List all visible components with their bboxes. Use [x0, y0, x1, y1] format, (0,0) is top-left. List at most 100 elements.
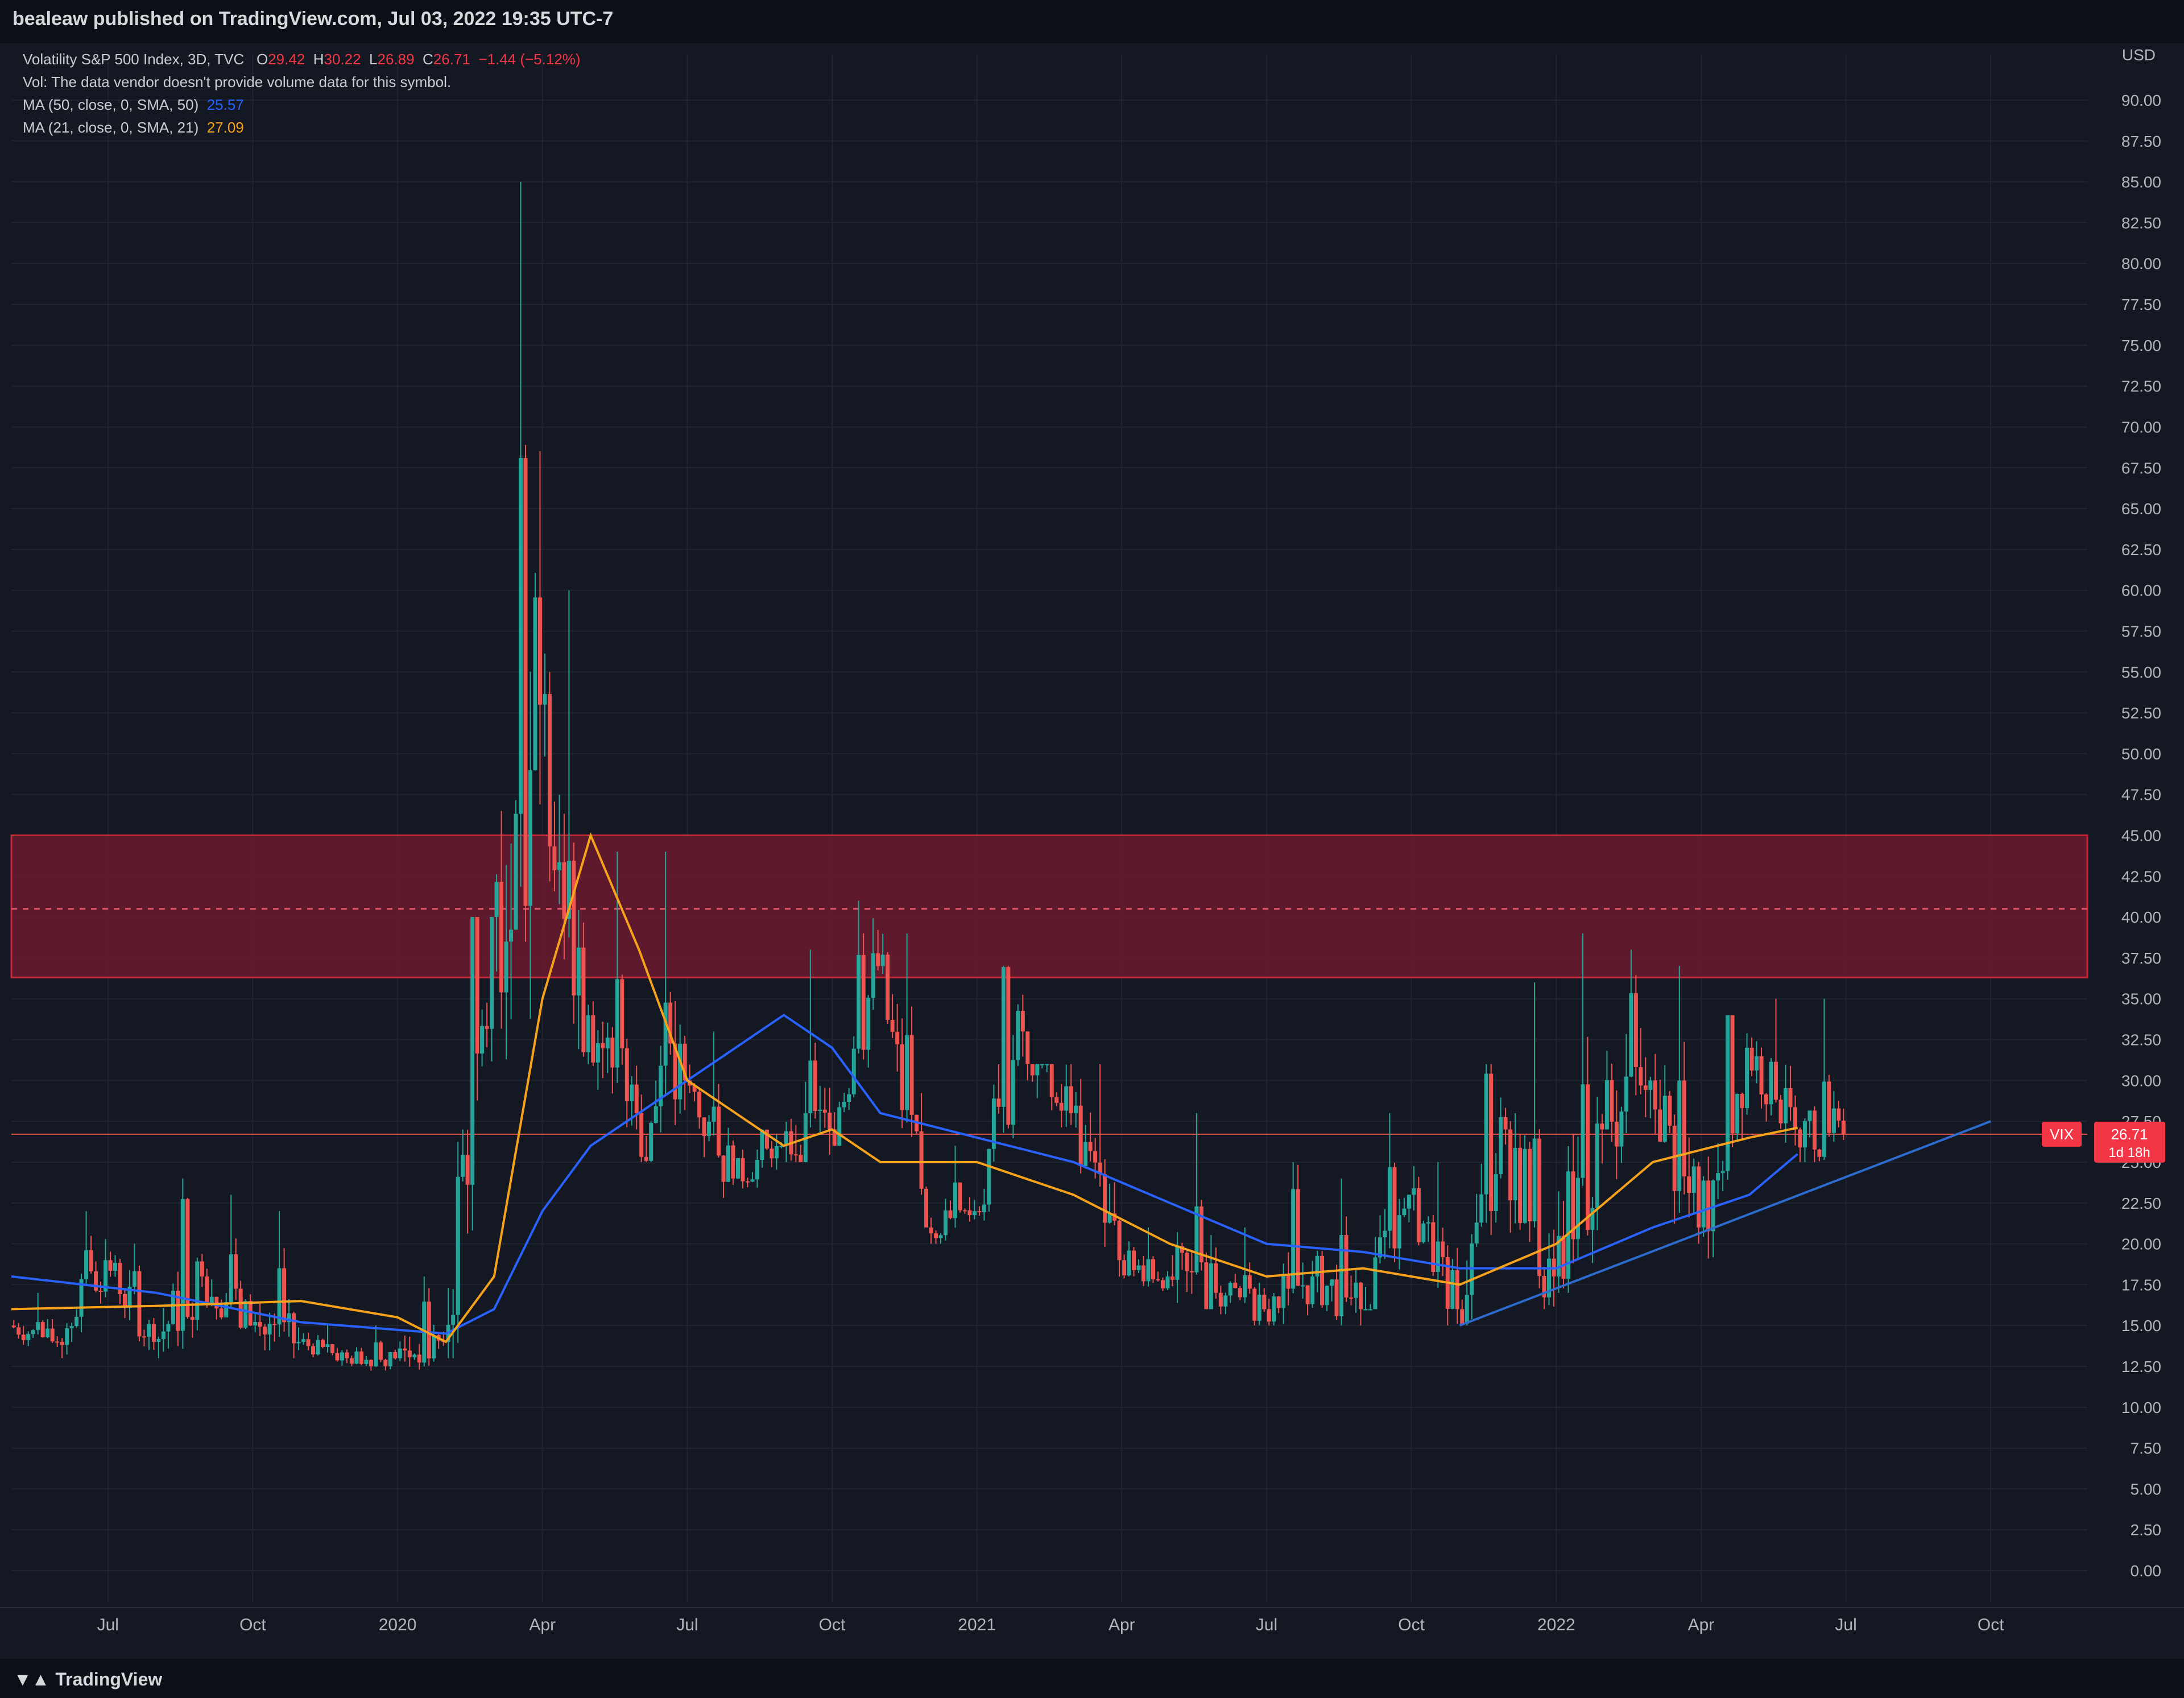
candle-body	[972, 1211, 977, 1216]
candle-body	[1503, 1117, 1508, 1130]
candle-body	[1136, 1265, 1141, 1271]
candle-body	[847, 1094, 851, 1102]
candle-body	[1759, 1056, 1764, 1094]
candle-body	[1537, 1138, 1542, 1276]
candle-body	[287, 1313, 291, 1323]
price-tick-label: 32.50	[2121, 1031, 2161, 1049]
candle-body	[581, 947, 586, 1052]
candle-body	[1836, 1108, 1841, 1121]
candle-body	[1064, 1086, 1069, 1111]
price-tick-label: 45.00	[2121, 827, 2161, 845]
candle-body	[828, 1113, 832, 1130]
candle-body	[1088, 1142, 1093, 1151]
candle-body	[1030, 1064, 1035, 1076]
time-tick-label: Oct	[819, 1616, 846, 1634]
candle-body	[880, 955, 885, 966]
candle-body	[412, 1354, 417, 1358]
chart-legend: Volatility S&P 500 Index, 3D, TVC O29.42…	[23, 48, 581, 139]
candle-body	[79, 1279, 84, 1317]
candle-body	[485, 1026, 489, 1029]
tradingview-logo[interactable]: ▼▲ TradingView	[14, 1669, 162, 1690]
candle-body	[1199, 1206, 1203, 1263]
candle-body	[21, 1335, 26, 1340]
price-tick-label: 17.50	[2121, 1276, 2161, 1294]
candle-body	[224, 1302, 229, 1317]
candle-body	[1257, 1295, 1261, 1321]
candle-body	[905, 1035, 909, 1110]
candle-body	[200, 1261, 204, 1276]
candle-body	[403, 1348, 407, 1351]
candle-body	[1600, 1123, 1604, 1130]
candlestick-chart[interactable]: 90.00 87.50 85.00 82.50 80.00 77.50 75.00 72.50…	[0, 43, 2184, 1659]
candle-body	[104, 1260, 108, 1292]
candle-body	[306, 1339, 311, 1346]
candle-body	[1730, 1015, 1735, 1134]
candle-body	[36, 1322, 40, 1331]
price-tick-label: 62.50	[2121, 541, 2161, 559]
footer-bar: ▼▲ TradingView	[0, 1659, 2184, 1698]
candle-body	[1059, 1102, 1064, 1111]
candle-body	[1416, 1188, 1421, 1242]
candle-body	[142, 1336, 146, 1338]
candle-body	[1185, 1253, 1189, 1271]
candle-body	[697, 1092, 702, 1118]
candle-body	[417, 1354, 421, 1363]
time-tick-label: Oct	[1398, 1616, 1425, 1634]
candle-body	[1822, 1081, 1826, 1157]
candle-body	[837, 1107, 842, 1146]
candle-body	[1151, 1259, 1155, 1279]
candle-body	[1585, 1084, 1590, 1230]
candle-body	[886, 955, 890, 1020]
candle-body	[1508, 1129, 1513, 1200]
candle-body	[576, 947, 581, 995]
candle-body	[1170, 1276, 1174, 1280]
candle-body	[1054, 1097, 1059, 1103]
candle-body	[465, 1155, 470, 1185]
candle-body	[1189, 1271, 1194, 1273]
candle-body	[721, 1155, 726, 1182]
price-tick-label: 50.00	[2121, 745, 2161, 763]
candle-body	[1392, 1167, 1397, 1249]
candle-body	[1272, 1296, 1276, 1322]
candle-body	[644, 1156, 648, 1161]
candle-body	[1407, 1195, 1411, 1209]
candle-body	[388, 1352, 392, 1366]
candle-body	[31, 1330, 35, 1335]
time-tick-label: Jul	[1256, 1616, 1277, 1634]
price-tick-label: 57.50	[2121, 622, 2161, 640]
time-tick-label: 2021	[958, 1616, 996, 1634]
currency-label: USD	[2122, 46, 2156, 64]
candle-body	[480, 1026, 485, 1054]
chart-grid	[11, 55, 2087, 1602]
candle-body	[1455, 1270, 1459, 1309]
candle-body	[678, 1043, 682, 1100]
candle-body	[1595, 1123, 1599, 1208]
candle-body	[1209, 1263, 1213, 1309]
candle-body	[1402, 1208, 1407, 1216]
legend-ma21-row[interactable]: MA (21, close, 0, SMA, 21) 27.09	[23, 116, 581, 139]
candle-body	[822, 1109, 827, 1113]
candle-body	[634, 1084, 639, 1113]
legend-symbol-row[interactable]: Volatility S&P 500 Index, 3D, TVC O29.42…	[23, 48, 581, 71]
candle-body	[572, 861, 576, 995]
candle-body	[118, 1263, 122, 1294]
legend-ma50-row[interactable]: MA (50, close, 0, SMA, 50) 25.57	[23, 93, 581, 116]
chart-area[interactable]: 90.00 87.50 85.00 82.50 80.00 77.50 75.00 72.50…	[0, 43, 2184, 1659]
price-tick-label: 2.50	[2131, 1521, 2162, 1539]
candle-body	[552, 846, 557, 870]
candle-body	[1807, 1110, 1812, 1121]
candle-body	[330, 1344, 334, 1353]
price-tick-label: 12.50	[2121, 1358, 2161, 1375]
candle-body	[620, 979, 624, 1048]
legend-high: 30.22	[324, 51, 361, 68]
candles	[11, 181, 1846, 1371]
candle-body	[137, 1271, 142, 1337]
candle-body	[615, 979, 619, 1068]
candle-body	[1513, 1148, 1517, 1200]
candle-body	[292, 1313, 296, 1344]
candle-body	[1330, 1279, 1334, 1286]
candle-body	[1817, 1149, 1822, 1157]
candle-body	[1310, 1276, 1315, 1304]
candle-body	[253, 1321, 258, 1326]
candle-body	[50, 1328, 55, 1342]
